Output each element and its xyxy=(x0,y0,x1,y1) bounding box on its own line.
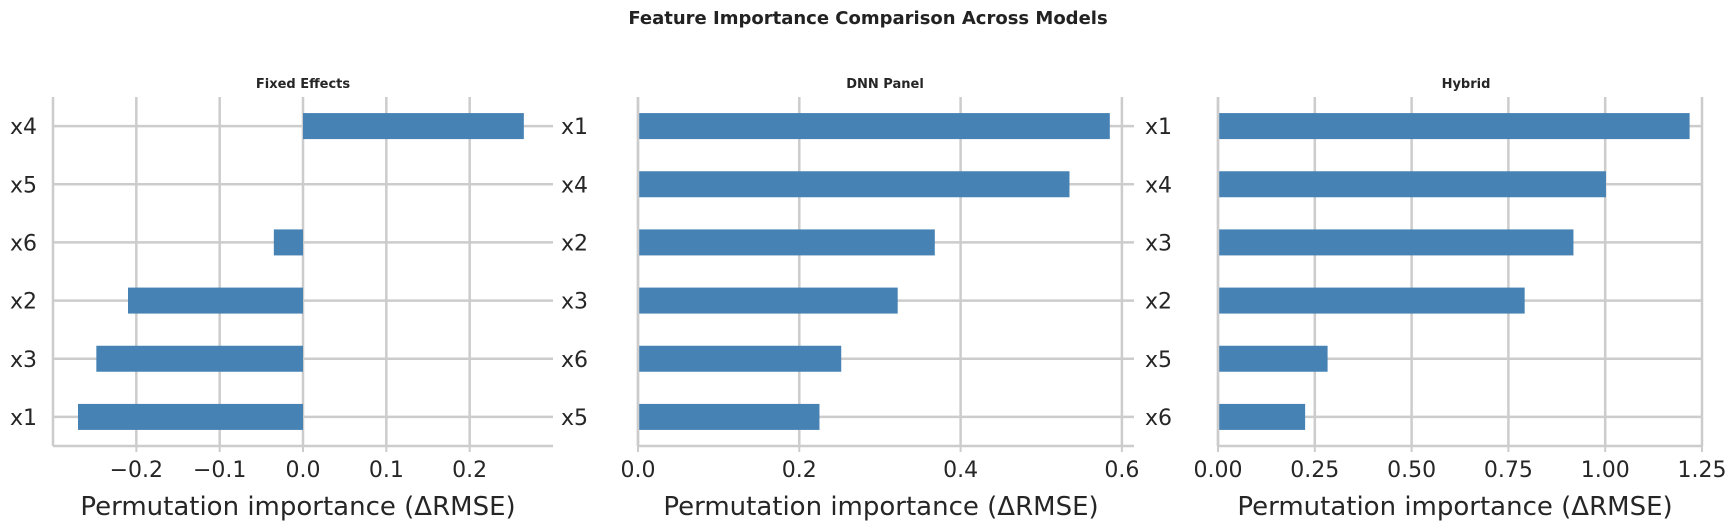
y-tick-label: x5 xyxy=(1145,348,1172,373)
bar-x3 xyxy=(96,345,303,372)
y-tick-label: x1 xyxy=(1145,115,1172,140)
x-tick-label: 0.1 xyxy=(369,458,404,483)
y-tick-label: x5 xyxy=(10,173,37,198)
bar-x2 xyxy=(1218,287,1525,314)
panel-2: 0.0 0.2 0.4 0.6 x5 x6 x3 x2 x4 x1 DNN Panel Permuta… xyxy=(561,77,1139,522)
bar-x2 xyxy=(638,229,935,256)
bar-x3 xyxy=(638,287,898,314)
x-tick-label: 0.2 xyxy=(452,458,487,483)
x-tick-label: 0.25 xyxy=(1290,458,1339,483)
y-tick-label: x1 xyxy=(10,406,37,431)
bar-x4 xyxy=(303,113,524,140)
x-tick-label: 0.2 xyxy=(782,458,817,483)
x-tick-label: 0.00 xyxy=(1194,458,1243,483)
x-tick-label: −0.2 xyxy=(110,458,163,483)
panel-title: DNN Panel xyxy=(846,77,924,92)
y-tick-label: x2 xyxy=(1145,290,1172,315)
y-tick-label: x3 xyxy=(1145,231,1172,256)
bar-x3 xyxy=(1218,229,1574,256)
panel-title: Hybrid xyxy=(1442,77,1491,92)
y-tick-label: x6 xyxy=(1145,406,1172,431)
bar-x1 xyxy=(78,403,303,430)
y-tick-label: x4 xyxy=(1145,173,1172,198)
x-tick-label: 0.6 xyxy=(1104,458,1139,483)
x-tick-label: 0.4 xyxy=(943,458,978,483)
panel-title: Fixed Effects xyxy=(256,77,351,92)
bar-x6 xyxy=(1218,403,1306,430)
bar-x2 xyxy=(128,287,303,314)
x-axis-label: Permutation importance (ΔRMSE) xyxy=(80,492,515,522)
y-tick-label: x4 xyxy=(561,173,588,198)
y-tick-label: x3 xyxy=(10,348,37,373)
bar-x6 xyxy=(638,345,842,372)
bar-x6 xyxy=(273,229,303,256)
y-tick-label: x5 xyxy=(561,406,588,431)
y-tick-label: x1 xyxy=(561,115,588,140)
bar-x1 xyxy=(638,113,1110,140)
bar-x4 xyxy=(1218,171,1606,198)
y-tick-label: x6 xyxy=(10,231,37,256)
bar-x5 xyxy=(638,403,820,430)
bar-x5 xyxy=(1218,345,1328,372)
bar-x1 xyxy=(1218,113,1690,140)
y-tick-label: x2 xyxy=(561,231,588,256)
figure-title: Feature Importance Comparison Across Mod… xyxy=(628,8,1108,29)
x-tick-label: 0.75 xyxy=(1484,458,1533,483)
y-tick-label: x4 xyxy=(10,115,37,140)
x-axis-label: Permutation importance (ΔRMSE) xyxy=(663,492,1098,522)
bar-x4 xyxy=(638,171,1070,198)
x-tick-label: 1.25 xyxy=(1678,458,1727,483)
x-tick-label: 0.0 xyxy=(286,458,321,483)
x-tick-label: 0.0 xyxy=(621,458,656,483)
x-axis-label: Permutation importance (ΔRMSE) xyxy=(1237,492,1672,522)
x-tick-label: 1.00 xyxy=(1581,458,1630,483)
panel-3: 0.00 0.25 0.50 0.75 1.00 1.25 x6 x5 x2 x3 x4 x1 Hybr… xyxy=(1145,77,1727,522)
y-tick-label: x3 xyxy=(561,290,588,315)
x-tick-label: −0.1 xyxy=(193,458,246,483)
panel-1: −0.2 −0.1 0.0 0.1 0.2 x1 x3 x2 x6 x5 x4 Fixed Effec… xyxy=(10,77,553,522)
y-tick-label: x2 xyxy=(10,290,37,315)
x-tick-label: 0.50 xyxy=(1387,458,1436,483)
y-tick-label: x6 xyxy=(561,348,588,373)
